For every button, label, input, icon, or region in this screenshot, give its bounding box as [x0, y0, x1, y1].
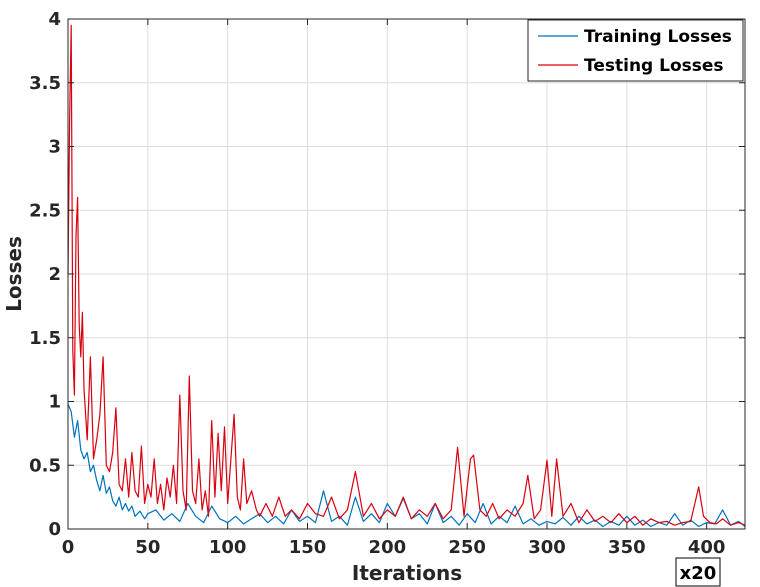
legend-label-training: Training Losses	[584, 27, 732, 47]
x-tick-label: 200	[369, 537, 407, 558]
y-tick-label: 0.5	[29, 455, 61, 476]
x-multiplier-box	[675, 557, 721, 587]
x-tick-label: 0	[62, 537, 75, 558]
x-tick-label: 300	[528, 537, 566, 558]
x-tick-label: 350	[608, 537, 646, 558]
x-axis-label: Iterations	[352, 561, 462, 585]
y-tick-label: 2.5	[29, 200, 61, 221]
y-tick-label: 0	[48, 519, 61, 540]
y-tick-label: 1	[48, 392, 61, 413]
y-tick-label: 1.5	[29, 328, 61, 349]
y-tick-label: 3	[48, 137, 61, 158]
x-tick-labels: 0 50 100 150 200 250 300 350 400	[62, 537, 726, 558]
x-tick-label: 400	[688, 537, 726, 558]
x-tick-label: 100	[209, 537, 247, 558]
legend-box	[527, 19, 744, 82]
series-line-training-losses	[67, 403, 746, 528]
legend: Training Losses Testing Losses	[527, 19, 744, 82]
x-tick-label: 250	[448, 537, 486, 558]
y-tick-label: 4	[48, 9, 61, 30]
y-tick-label: 2	[48, 264, 61, 285]
series-layer	[67, 24, 746, 528]
y-axis-label: Losses	[2, 236, 26, 312]
x-multiplier-label: x20	[680, 563, 717, 584]
legend-label-testing: Testing Losses	[584, 56, 724, 76]
x-tick-label: 150	[289, 537, 327, 558]
x-tick-label: 50	[135, 537, 160, 558]
series-line-testing-losses	[67, 24, 746, 526]
y-tick-labels: 0 0.5 1 1.5 2 2.5 3 3.5 4	[29, 9, 61, 540]
y-tick-label: 3.5	[29, 73, 61, 94]
